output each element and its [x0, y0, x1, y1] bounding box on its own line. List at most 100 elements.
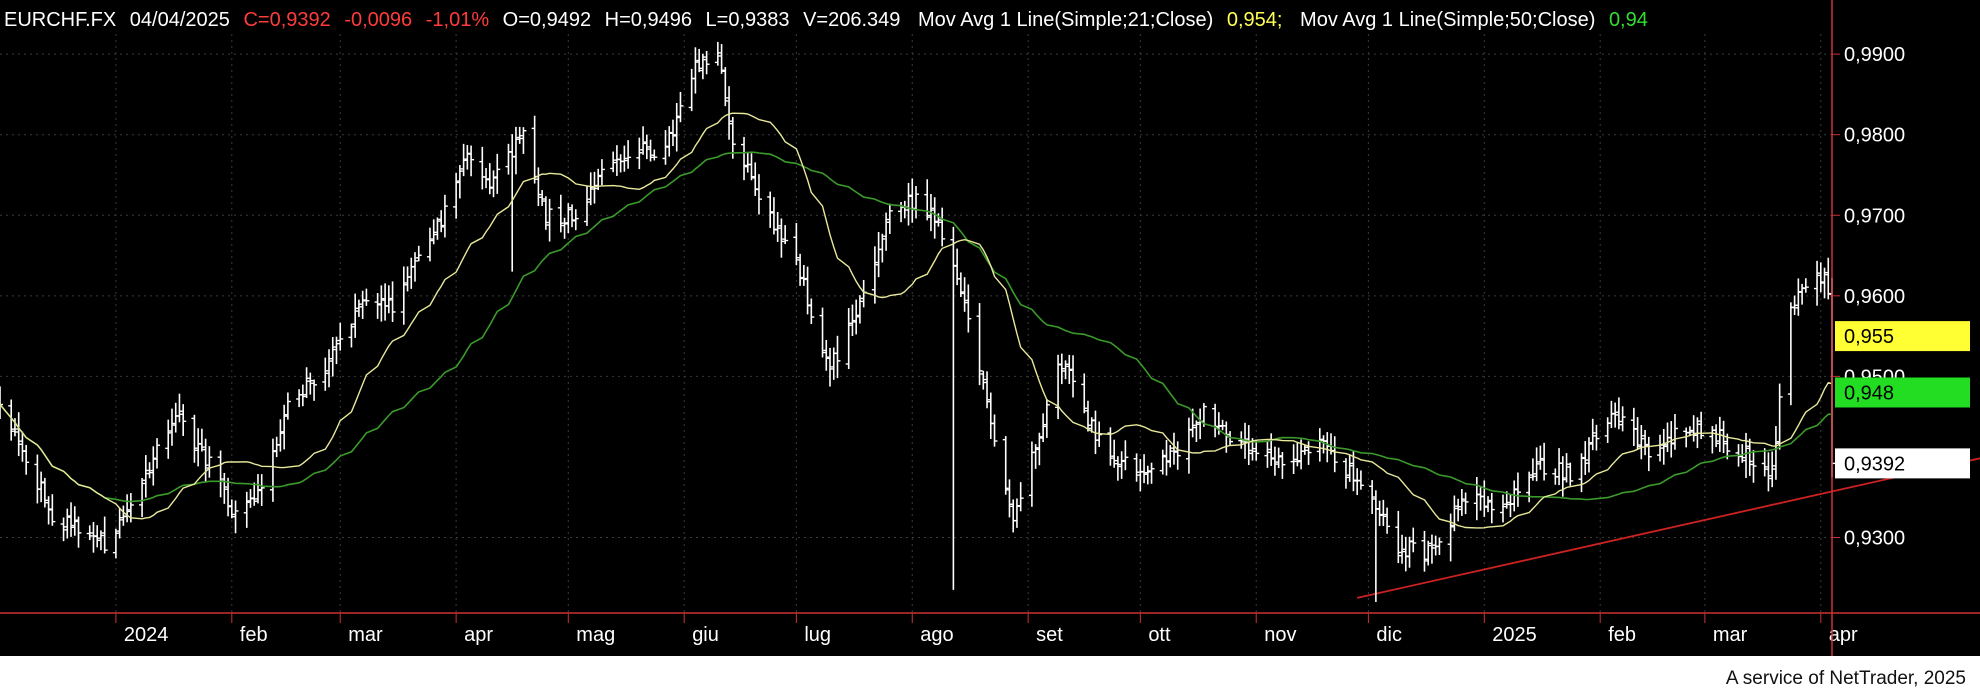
price-bar	[49, 494, 56, 526]
price-bar	[400, 266, 407, 325]
price-bar	[1111, 439, 1118, 468]
header-low: L=0,9383	[706, 9, 790, 31]
price-bar	[15, 412, 22, 457]
price-bar	[1425, 540, 1432, 566]
price-bar	[426, 227, 433, 262]
price-bar	[355, 299, 362, 317]
price-bar	[662, 130, 669, 165]
price-bar	[277, 419, 284, 452]
y-tick-label: 0,9600	[1844, 286, 1905, 308]
x-tick-label: set	[1036, 624, 1063, 646]
price-bar	[97, 530, 104, 551]
price-bar	[1821, 267, 1828, 299]
price-bar	[1294, 442, 1301, 467]
price-bar	[741, 136, 748, 181]
price-bar	[871, 246, 878, 304]
price-bar	[1043, 399, 1050, 438]
price-tag-box	[1835, 377, 1970, 408]
header-ma21-value: 0,954;	[1227, 9, 1283, 31]
price-bar	[1275, 447, 1282, 469]
price-bar	[191, 414, 198, 463]
price-bar	[1462, 492, 1469, 515]
price-bar	[11, 418, 18, 437]
price-bar	[333, 336, 340, 365]
price-bar	[1399, 534, 1406, 564]
price-bar	[1017, 482, 1024, 512]
price-bar	[1593, 424, 1600, 451]
price-bar	[722, 67, 729, 107]
price-bar	[755, 174, 762, 215]
x-tick-label: apr	[464, 624, 493, 646]
price-bar	[782, 225, 789, 245]
price-bar	[714, 41, 721, 66]
price-bar	[1537, 445, 1544, 470]
price-bar	[610, 151, 617, 173]
price-bar	[569, 204, 576, 228]
price-bar	[535, 167, 542, 207]
price-bar	[112, 528, 119, 559]
price-bar	[1238, 431, 1245, 449]
price-bar	[139, 478, 146, 518]
header-date: 04/04/2025	[130, 9, 230, 31]
price-bar	[41, 477, 48, 508]
price-bar	[1533, 447, 1540, 482]
price-bar	[931, 197, 938, 239]
price-bar	[1253, 439, 1260, 461]
price-bar	[101, 516, 108, 554]
price-bar	[453, 172, 460, 219]
price-bar	[1671, 413, 1678, 450]
price-bar	[1070, 355, 1077, 398]
price-bar	[696, 48, 703, 73]
price-bar	[165, 419, 172, 459]
price-bar	[516, 126, 523, 144]
price-bar	[8, 399, 15, 441]
price-bar	[1006, 479, 1013, 518]
price-bar	[598, 159, 605, 186]
price-bar	[886, 203, 893, 234]
price-bar	[154, 438, 161, 469]
price-bar	[1342, 458, 1349, 489]
price-bar	[225, 477, 232, 517]
chart-background	[0, 0, 1980, 656]
x-tick-label: feb	[1608, 624, 1636, 646]
x-tick-label: giu	[692, 624, 719, 646]
price-bar	[1410, 527, 1417, 553]
price-bar	[1563, 453, 1570, 483]
price-bar	[1305, 441, 1312, 465]
price-bar	[1817, 262, 1824, 293]
price-bar	[1174, 441, 1181, 470]
price-bar	[1713, 424, 1720, 448]
price-bar	[853, 299, 860, 335]
price-bar	[1316, 428, 1323, 462]
price-bar	[322, 357, 329, 391]
price-bar	[116, 507, 123, 539]
price-bar	[643, 134, 650, 160]
price-bar	[1141, 454, 1148, 484]
price-bar	[572, 209, 579, 231]
axis-layer: 0,99000,98000,97000,96000,95000,93002024…	[0, 0, 1980, 656]
header-high: H=0,9496	[605, 9, 692, 31]
price-bar	[1481, 480, 1488, 517]
price-bar	[1638, 424, 1645, 460]
price-bar	[797, 253, 804, 286]
price-bar	[483, 168, 490, 189]
price-bar	[176, 393, 183, 423]
price-bar	[389, 281, 396, 322]
price-bars-layer	[0, 41, 1835, 602]
price-bar	[1761, 448, 1768, 477]
x-tick-label: 2025	[1492, 624, 1537, 646]
price-bar	[311, 379, 318, 401]
price-bar	[258, 474, 265, 506]
price-bar	[703, 50, 710, 75]
credit-text: A service of NetTrader, 2025	[1726, 668, 1966, 689]
price-tag-label: 0,955	[1844, 326, 1894, 348]
price-bar	[23, 444, 30, 475]
price-bar	[1428, 534, 1435, 564]
price-bar	[299, 384, 306, 407]
x-tick-label: dic	[1376, 624, 1402, 646]
header-symbol: EURCHF.FX	[4, 9, 116, 31]
header-ma21-label: Mov Avg 1 Line(Simple;21;Close)	[918, 9, 1213, 31]
price-bar	[845, 307, 852, 370]
price-bar	[1271, 446, 1278, 476]
